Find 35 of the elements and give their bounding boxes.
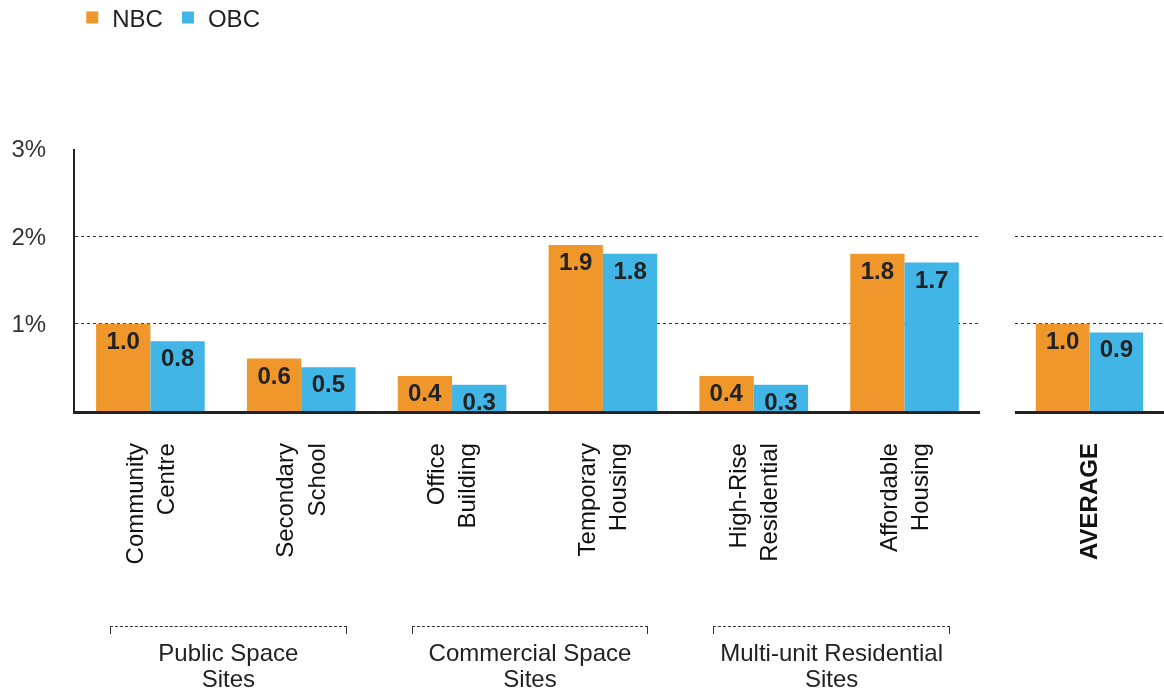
data-label: 0.4: [709, 379, 744, 407]
x-tick-label: High-Rise Residential: [723, 443, 783, 562]
x-tick-label: Secondary School: [271, 443, 330, 558]
data-label: 0.3: [764, 387, 798, 415]
x-tick-label: Office Building: [422, 443, 481, 529]
text: Multi-unit Residential Sites: [719, 639, 945, 692]
text: Public Space Sites: [157, 639, 300, 692]
bar: [850, 253, 905, 411]
x-tick-label: AVERAGE: [1075, 443, 1103, 561]
x-tick-label: Affordable Housing: [874, 443, 933, 553]
y-tick-label: 2%: [11, 222, 47, 250]
bar: [96, 323, 151, 411]
data-label: 1.8: [860, 256, 895, 284]
data-label: 1.0: [106, 326, 140, 354]
bar: [150, 341, 205, 411]
y-tick-label: 3%: [11, 135, 47, 163]
legend-label: NBC: [112, 4, 163, 32]
text: Commercial Space Sites: [427, 639, 633, 692]
x-tick-label: Community Centre: [120, 443, 179, 565]
y-tick-label: 1%: [11, 310, 47, 338]
data-label: 1.8: [613, 256, 647, 284]
bar: [904, 262, 959, 411]
data-label: 1.9: [559, 248, 593, 276]
data-label: 1.0: [1045, 326, 1080, 354]
data-label: 0.6: [257, 361, 291, 389]
data-label: 0.4: [407, 379, 442, 407]
x-tick-label: Temporary Housing: [573, 443, 632, 557]
bar: [602, 253, 658, 411]
data-label: 1.7: [915, 265, 949, 293]
bar: [548, 245, 603, 411]
legend-label: OBC: [207, 4, 260, 32]
data-label: 0.5: [311, 370, 346, 398]
data-label: 0.3: [462, 387, 496, 415]
data-label: 0.9: [1099, 335, 1134, 363]
data-label: 0.8: [160, 344, 195, 372]
